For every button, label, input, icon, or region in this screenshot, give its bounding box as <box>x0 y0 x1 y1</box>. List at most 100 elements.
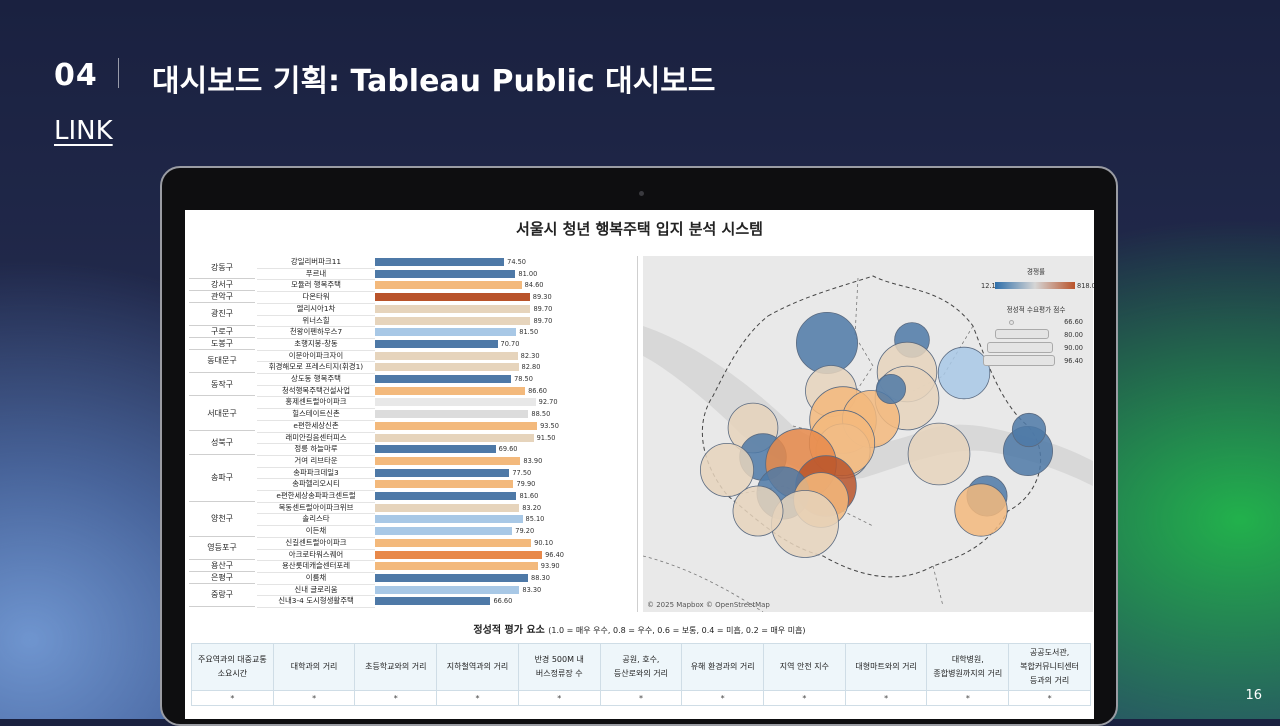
bar-value-label: 79.90 <box>516 480 536 489</box>
bar-row[interactable]: 용산롯데캐슬센터포레 93.90 <box>189 560 639 573</box>
bar-row[interactable]: 모듈러 행복주택 84.60 <box>189 279 639 293</box>
eval-header-cell: 지역 안전 지수 <box>763 643 846 691</box>
bar-value-label: 79.20 <box>515 527 535 536</box>
bar[interactable] <box>375 375 512 383</box>
bar-row[interactable]: 송파파크데일3 77.50 <box>189 467 639 480</box>
housing-name: 홍제센트럴아이파크 <box>257 396 375 410</box>
eval-header-line: 반경 500M 내 <box>534 655 584 664</box>
bar-row[interactable]: 이룸채 88.30 <box>189 572 639 585</box>
bar[interactable] <box>375 433 534 442</box>
bar[interactable] <box>375 597 491 606</box>
bar[interactable] <box>375 328 517 337</box>
bar-row[interactable]: 초행지봉-창동 70.70 <box>189 338 639 351</box>
bar[interactable] <box>375 492 517 500</box>
district-label: 동작구 <box>189 373 255 397</box>
bar-row[interactable]: 목동센트럴아이파크위브 83.20 <box>189 502 639 515</box>
bar[interactable] <box>375 398 536 407</box>
housing-name: 송파헬리오시티 <box>257 478 375 491</box>
eval-header-cell: 공공도서관, 복합커뮤니티센터 등과의 거리 <box>1008 643 1091 691</box>
bar[interactable] <box>375 410 529 419</box>
eval-header-line: 대학과의 거리 <box>290 662 338 671</box>
bar[interactable] <box>375 421 538 430</box>
bar-row[interactable]: 푸르내 81.00 <box>189 268 639 281</box>
bar-row[interactable]: 휘경해모로 프레스티지(휘경1) 82.80 <box>189 361 639 374</box>
bar-row[interactable]: 강일리버파크11 74.50 <box>189 256 639 269</box>
bar[interactable] <box>375 445 496 454</box>
eval-value-cell: * <box>272 690 356 706</box>
eval-header-line: 공공도서관, <box>1029 648 1070 657</box>
map-view[interactable]: © 2025 Mapbox © OpenStreetMap <box>643 256 1093 612</box>
map-bubble <box>700 442 755 497</box>
district-label: 관악구 <box>189 291 255 303</box>
bar-row[interactable]: 거여 리브타운 83.90 <box>189 455 639 468</box>
housing-name: 송파파크데일3 <box>257 467 375 480</box>
page-number: 16 <box>1245 688 1262 703</box>
slide-title: 대시보드 기획: Tableau Public 대시보드 <box>152 64 716 99</box>
bar[interactable] <box>375 293 530 302</box>
eval-header-cell: 대형마트와의 거리 <box>844 643 928 691</box>
bar-row[interactable]: 이문아이파크자이 82.30 <box>189 350 639 363</box>
bar-row[interactable]: 청석행복주택건설사업 86.60 <box>189 385 639 398</box>
camera-dot <box>639 191 644 196</box>
legend-size-title: 정성적 수요평가 점수 <box>1006 306 1066 314</box>
eval-header-line: 종합병원까지의 거리 <box>933 669 1003 678</box>
bar[interactable] <box>375 316 531 325</box>
bar-row[interactable]: 솔리스타 85.10 <box>189 513 639 527</box>
bar-row[interactable]: 신내 글로리움 83.30 <box>189 584 639 597</box>
bar[interactable] <box>375 281 522 290</box>
bar[interactable] <box>375 339 498 348</box>
bar-row[interactable]: 래미안길음센터피스 91.50 <box>189 432 639 445</box>
bar-row[interactable]: 상도동 행복주택 78.50 <box>189 373 639 386</box>
dashboard-screen: 서울시 청년 행복주택 입지 분석 시스템 강동구 강서구 관악구 광진구 구로구 도봉구… <box>185 210 1094 719</box>
bar[interactable] <box>375 269 516 278</box>
bar-value-label: 83.30 <box>522 585 542 594</box>
bar-row[interactable]: 이든채 79.20 <box>189 525 639 538</box>
bar[interactable] <box>375 527 513 536</box>
bar-value-label: 83.90 <box>523 456 543 465</box>
bar[interactable] <box>375 562 538 571</box>
bar[interactable] <box>375 550 543 559</box>
bar[interactable] <box>375 515 523 524</box>
housing-name: 이문아이파크자이 <box>257 350 375 363</box>
bar-row[interactable]: 송파헬리오시티 79.90 <box>189 478 639 491</box>
bar-value-label: 69.60 <box>498 445 518 454</box>
housing-name: 신내3-4 도시형생활주택 <box>257 595 375 608</box>
bar-row[interactable]: 신내3-4 도시형생활주택 66.60 <box>189 595 639 608</box>
bar[interactable] <box>375 585 520 594</box>
bar-row[interactable]: 천왕이펜하우스7 81.50 <box>189 326 639 339</box>
bar-row[interactable]: e편한세상송파파크센트럴 81.60 <box>189 490 639 503</box>
bar[interactable] <box>375 503 520 512</box>
bar-row[interactable]: 위너스힐 89.70 <box>189 315 639 328</box>
bar-row[interactable]: 힐스테이트신촌 88.50 <box>189 408 639 421</box>
housing-name: 모듈러 행복주택 <box>257 279 375 293</box>
bar-row[interactable]: 홍제센트럴아이파크 92.70 <box>189 396 639 410</box>
bar-chart: 강동구 강서구 관악구 광진구 구로구 도봉구 동대문구 동작구 서대문구 성북구 송파구 양천구 영등… <box>189 256 639 612</box>
eval-header-line: 등산로와의 거리 <box>613 669 668 678</box>
bar[interactable] <box>375 363 519 372</box>
bar[interactable] <box>375 351 518 360</box>
bar-value-label: 66.60 <box>493 597 513 606</box>
bar[interactable] <box>375 538 532 547</box>
bar-value-label: 70.70 <box>500 339 520 348</box>
bar[interactable] <box>375 480 514 489</box>
housing-name: 이룸채 <box>257 572 375 585</box>
eval-header-line: 복합커뮤니티센터 <box>1020 662 1080 671</box>
bar-row[interactable]: 아크로타워스퀘어 96.40 <box>189 549 639 562</box>
bar-row[interactable]: e편한세상신촌 93.50 <box>189 420 639 433</box>
bar[interactable] <box>375 468 510 477</box>
eval-title-scale: (1.0 = 매우 우수, 0.8 = 우수, 0.6 = 보통, 0.4 = … <box>548 626 806 635</box>
bar-row[interactable]: 정릉 하늘마루 69.60 <box>189 443 639 456</box>
link-text[interactable]: LINK <box>54 116 113 146</box>
eval-value-cell: * <box>763 690 846 706</box>
housing-name: 이든채 <box>257 525 375 538</box>
bar[interactable] <box>375 386 526 395</box>
bar-row[interactable]: 신길센트럴아이파크 90.10 <box>189 537 639 550</box>
bar-row[interactable]: 엘리시아1차 89.70 <box>189 303 639 316</box>
bar[interactable] <box>375 573 529 582</box>
bar[interactable] <box>375 456 521 465</box>
map-bubble <box>771 490 839 558</box>
eval-value-cell: * <box>354 690 438 706</box>
bar[interactable] <box>375 258 505 266</box>
bar[interactable] <box>375 304 531 313</box>
bar-row[interactable]: 다온타워 89.30 <box>189 291 639 304</box>
